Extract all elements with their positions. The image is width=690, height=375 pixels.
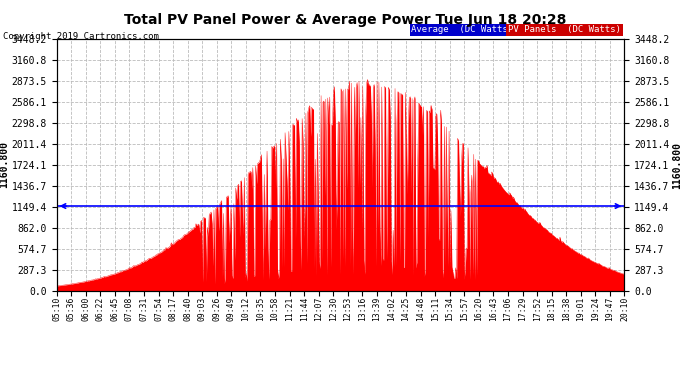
Text: Total PV Panel Power & Average Power Tue Jun 18 20:28: Total PV Panel Power & Average Power Tue… [124,13,566,27]
Y-axis label: 1160.800: 1160.800 [0,141,9,189]
Text: Average  (DC Watts): Average (DC Watts) [411,26,513,34]
Y-axis label: 1160.800: 1160.800 [672,141,682,189]
Text: Copyright 2019 Cartronics.com: Copyright 2019 Cartronics.com [3,32,159,41]
Text: PV Panels  (DC Watts): PV Panels (DC Watts) [508,26,621,34]
